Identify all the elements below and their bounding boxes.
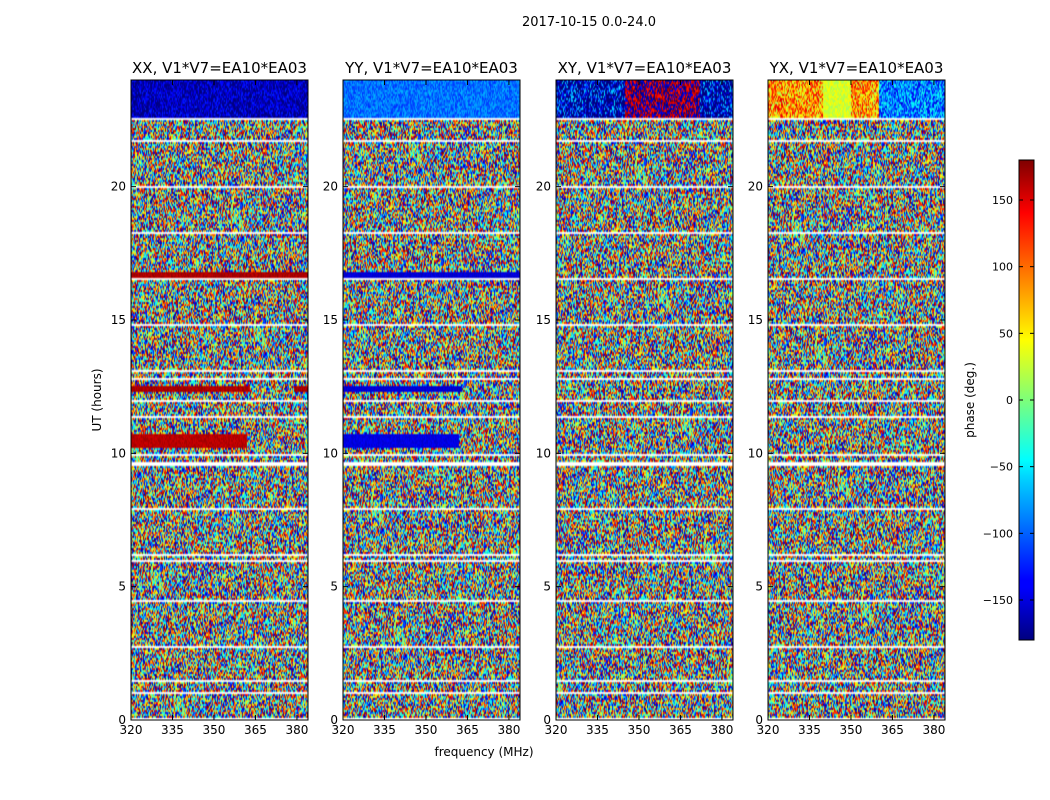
panel-frame (342, 79, 521, 721)
x-axis-label: frequency (MHz) (434, 745, 533, 759)
y-tick-label: 15 (323, 313, 338, 327)
panel-3: XY, V1*V7=EA10*EA03 320 335 350 365 380 0 5 10 15… (536, 59, 734, 737)
x-tick-label: 350 (415, 723, 438, 737)
panel-title: XY, V1*V7=EA10*EA03 (558, 59, 732, 77)
colorbar-tick-label: 50 (999, 327, 1013, 340)
colorbar-tick-label: −150 (983, 594, 1013, 607)
panels: XX, V1*V7=EA10*EA03 320 335 350 365 380 0 5 10 15… (111, 59, 946, 737)
panel-frame (555, 79, 734, 721)
x-tick-label: 365 (881, 723, 904, 737)
panel-1: XX, V1*V7=EA10*EA03 320 335 350 365 380 0 5 10 15… (111, 59, 309, 737)
x-tick-label: 350 (628, 723, 651, 737)
x-tick-label: 320 (120, 723, 143, 737)
heatmap-3 (556, 80, 733, 720)
y-tick-label: 0 (543, 713, 551, 727)
y-tick-label: 15 (536, 313, 551, 327)
y-tick-label: 10 (111, 446, 126, 460)
y-tick-label: 10 (323, 446, 338, 460)
y-tick-label: 5 (543, 580, 551, 594)
y-tick-label: 5 (755, 580, 763, 594)
y-tick-label: 5 (330, 580, 338, 594)
y-tick-label: 20 (111, 180, 126, 194)
y-tick-label: 20 (536, 180, 551, 194)
x-tick-label: 350 (203, 723, 226, 737)
panel-4: YX, V1*V7=EA10*EA03 320 335 350 365 380 0 5 10 15… (748, 59, 946, 737)
x-tick-label: 320 (332, 723, 355, 737)
panel-title: XX, V1*V7=EA10*EA03 (132, 59, 307, 77)
x-tick-label: 335 (586, 723, 609, 737)
y-tick-label: 20 (323, 180, 338, 194)
y-tick-label: 20 (748, 180, 763, 194)
x-tick-label: 335 (373, 723, 396, 737)
x-tick-label: 365 (244, 723, 267, 737)
colorbar-tick-label: 150 (992, 194, 1013, 207)
x-tick-label: 350 (840, 723, 863, 737)
x-tick-label: 380 (922, 723, 945, 737)
colorbar-label: phase (deg.) (963, 362, 977, 438)
x-tick-label: 335 (161, 723, 184, 737)
x-tick-label: 380 (285, 723, 308, 737)
x-tick-label: 365 (669, 723, 692, 737)
y-tick-label: 10 (536, 446, 551, 460)
y-tick-label: 15 (748, 313, 763, 327)
colorbar: 150 100 50 0 −50 −100 −150 phase (deg.) (963, 159, 1035, 641)
panel-frame (130, 79, 309, 721)
colorbar-ticks: 150 100 50 0 −50 −100 −150 (983, 194, 1034, 607)
x-tick-label: 320 (757, 723, 780, 737)
panel-2: YY, V1*V7=EA10*EA03 320 335 350 365 380 0 5 10 15… (323, 59, 521, 737)
y-axis-label: UT (hours) (90, 368, 104, 431)
colorbar-tick-label: 100 (992, 261, 1013, 274)
x-tick-label: 380 (497, 723, 520, 737)
colorbar-tick-label: −50 (990, 461, 1013, 474)
colorbar-tick-label: −100 (983, 527, 1013, 540)
y-tick-label: 0 (755, 713, 763, 727)
y-tick-label: 5 (118, 580, 126, 594)
suptitle: 2017-10-15 0.0-24.0 (522, 15, 656, 30)
x-tick-label: 380 (710, 723, 733, 737)
y-tick-label: 0 (330, 713, 338, 727)
heatmap-4 (768, 80, 945, 720)
y-tick-label: 0 (118, 713, 126, 727)
heatmap-2 (343, 80, 520, 720)
y-tick-label: 10 (748, 446, 763, 460)
panel-title: YX, V1*V7=EA10*EA03 (769, 59, 944, 77)
x-tick-label: 365 (456, 723, 479, 737)
colorbar-tick-label: 0 (1006, 394, 1013, 407)
panel-title: YY, V1*V7=EA10*EA03 (344, 59, 518, 77)
y-tick-label: 15 (111, 313, 126, 327)
x-tick-label: 320 (545, 723, 568, 737)
panel-frame (767, 79, 946, 721)
heatmap-1 (131, 80, 308, 720)
x-tick-label: 335 (798, 723, 821, 737)
